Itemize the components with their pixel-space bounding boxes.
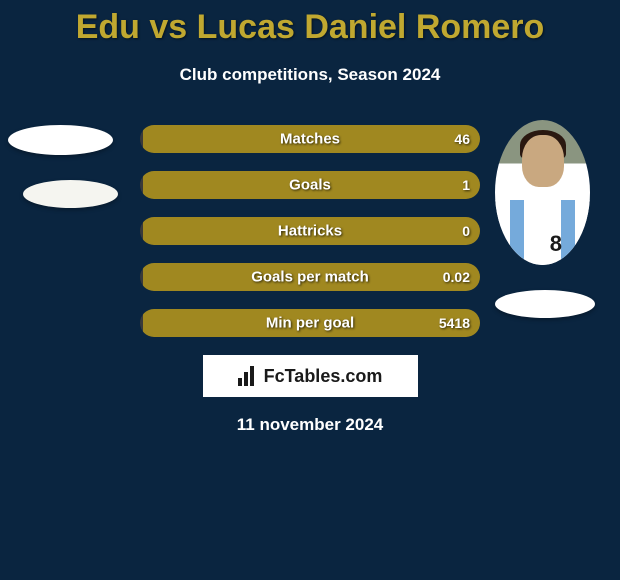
player-photo-icon: 8: [495, 120, 590, 265]
player-left-placeholder: [8, 125, 118, 208]
stat-value-right: 1: [462, 177, 470, 193]
stat-row-matches: Matches 46: [140, 125, 480, 153]
stat-value-right: 0: [462, 223, 470, 239]
stat-value-right: 0.02: [443, 269, 470, 285]
stat-value-right: 5418: [439, 315, 470, 331]
stat-label: Goals per match: [251, 269, 369, 286]
stat-value-right: 46: [454, 131, 470, 147]
jersey-number: 8: [550, 231, 562, 257]
stat-label: Min per goal: [266, 315, 354, 332]
placeholder-ellipse-icon: [23, 180, 118, 208]
placeholder-ellipse-icon: [495, 290, 595, 318]
player-right-area: 8: [495, 120, 595, 318]
stat-row-goals-per-match: Goals per match 0.02: [140, 263, 480, 291]
stat-row-min-per-goal: Min per goal 5418: [140, 309, 480, 337]
stat-bars: Matches 46 Goals 1 Hattricks 0 Goals per…: [140, 125, 480, 337]
comparison-title: Edu vs Lucas Daniel Romero: [0, 8, 620, 47]
stat-label: Matches: [280, 131, 340, 148]
stats-area: Matches 46 Goals 1 Hattricks 0 Goals per…: [0, 125, 620, 337]
stat-row-hattricks: Hattricks 0: [140, 217, 480, 245]
watermark-text: FcTables.com: [264, 366, 383, 387]
placeholder-ellipse-icon: [8, 125, 113, 155]
stat-row-goals: Goals 1: [140, 171, 480, 199]
stat-label: Hattricks: [278, 223, 342, 240]
stat-label: Goals: [289, 177, 331, 194]
season-subtitle: Club competitions, Season 2024: [0, 65, 620, 85]
date-label: 11 november 2024: [0, 415, 620, 435]
watermark: FcTables.com: [203, 355, 418, 397]
chart-icon: [238, 366, 260, 386]
